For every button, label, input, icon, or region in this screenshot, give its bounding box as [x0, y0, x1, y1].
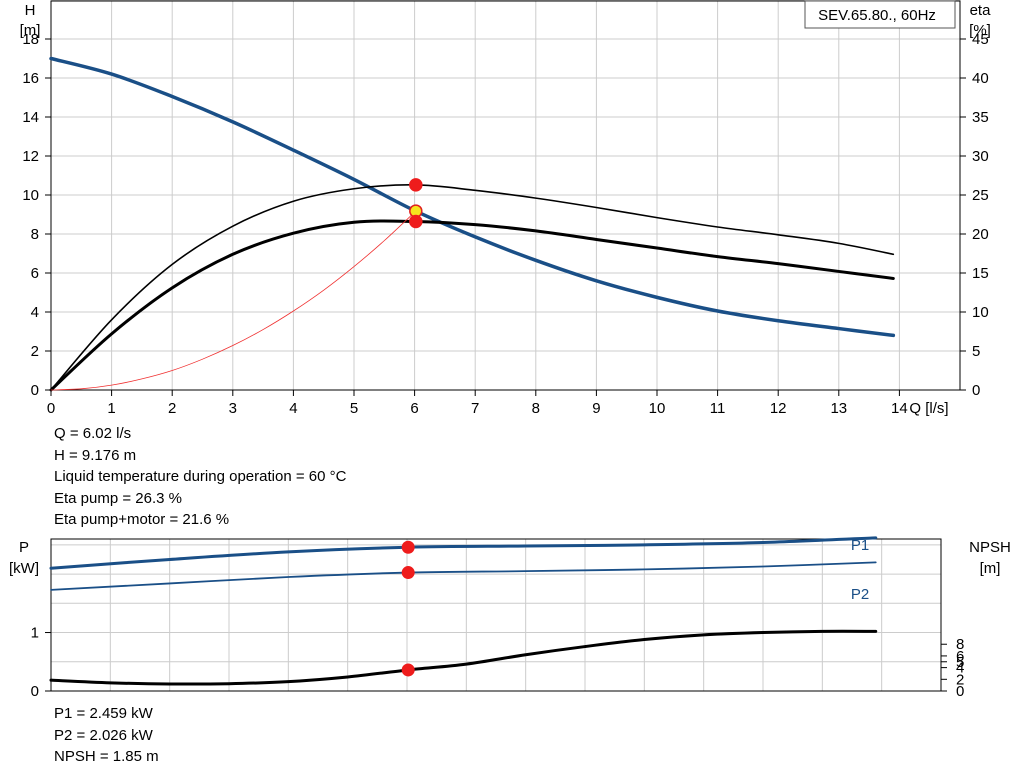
y-right-axis-unit: [%] [969, 22, 991, 39]
operating-point-marker [401, 663, 415, 677]
x-tick-label: 12 [770, 400, 787, 417]
y-left-tick-label: 12 [22, 148, 39, 165]
operating-point-readout: Q = 6.02 l/s H = 9.176 m Liquid temperat… [54, 423, 346, 531]
y-left-axis-unit: [kW] [9, 560, 39, 577]
y-left-axis-label: H [25, 2, 36, 19]
y-left-tick-label: 0 [31, 382, 39, 399]
y-right-tick-label: 4 [956, 660, 964, 677]
legend-box [804, 0, 956, 29]
series-label-p2: P2 [851, 586, 869, 603]
y-left-tick-label: 16 [22, 70, 39, 87]
x-axis-label: Q [l/s] [909, 400, 948, 417]
y-right-tick-label: 2 [956, 671, 964, 688]
operating-point-marker [401, 566, 415, 580]
y-right-tick-label: 5 [972, 343, 980, 360]
series-line-2 [49, 629, 878, 686]
y-right-tick-label: 45 [972, 31, 989, 48]
y-right-tick-label: 8 [956, 636, 964, 653]
x-tick-label: 1 [107, 400, 115, 417]
y-left-tick-label: 8 [31, 226, 39, 243]
readout-eta-pump: Eta pump = 26.3 % [54, 489, 182, 507]
legend-box-label: SEV.65.80., 60Hz [818, 7, 936, 24]
readout-eta-pump-motor: Eta pump+motor = 21.6 % [54, 511, 230, 528]
power-readout: P1 = 2.459 kW P2 = 2.026 kW NPSH = 1.85 … [54, 703, 159, 768]
y-right-tick-label: 40 [972, 70, 989, 87]
y-right-axis-label: NPSH [969, 539, 1011, 556]
series-label-p1: P1 [851, 537, 869, 554]
series-line-0 [49, 56, 896, 338]
y-left-tick-label: 1 [31, 625, 39, 642]
operating-point-marker [401, 540, 415, 554]
series-line-3 [50, 210, 417, 391]
operating-point-marker [409, 178, 423, 192]
y-right-tick-label: 5 [956, 654, 964, 671]
y-right-tick-label: 0 [972, 382, 980, 399]
y-right-tick-label: 6 [956, 648, 964, 665]
x-tick-label: 5 [350, 400, 358, 417]
x-tick-label: 14 [891, 400, 908, 417]
readout-p2: P2 = 2.026 kW [54, 726, 153, 744]
y-left-tick-label: 18 [22, 31, 39, 48]
y-left-tick-label: 10 [22, 187, 39, 204]
x-tick-label: 6 [410, 400, 418, 417]
operating-point-marker [409, 214, 423, 229]
y-right-tick-label: 20 [972, 226, 989, 243]
y-left-tick-label: 2 [31, 343, 39, 360]
readout-p1: P1 = 2.459 kW [54, 705, 153, 722]
y-right-tick-label: 0 [956, 683, 964, 700]
head-efficiency-chart: 0 1 2 3 4 5 6 7 8 9 10 11 12 13 14 Q [l/s]0246810121416… [20, 0, 992, 417]
y-left-axis-unit: [m] [20, 22, 41, 39]
readout-liquid-temperature: Liquid temperature during operation = 60… [54, 468, 347, 485]
x-tick-label: 2 [168, 400, 176, 417]
x-tick-label: 9 [592, 400, 600, 417]
y-left-tick-label: 0 [31, 683, 39, 700]
y-left-tick-label: 14 [22, 109, 39, 126]
x-tick-label: 10 [649, 400, 666, 417]
y-right-tick-label: 10 [972, 304, 989, 321]
readout-q: Q = 6.02 l/s [54, 425, 132, 442]
x-tick-label: 3 [229, 400, 237, 417]
x-tick-label: 4 [289, 400, 297, 417]
readout-h: H = 9.176 m [54, 446, 137, 464]
series-line-1 [50, 184, 895, 391]
y-right-tick-label: 15 [972, 265, 989, 282]
series-line-1 [50, 561, 877, 591]
y-right-axis-unit: [m] [980, 560, 1001, 577]
y-left-tick-label: 6 [31, 265, 39, 282]
y-left-axis-label: P [19, 539, 29, 556]
y-right-tick-label: 25 [972, 187, 989, 204]
y-left-tick-label: 4 [31, 304, 39, 321]
x-tick-label: 0 [47, 400, 55, 417]
y-right-axis-label: eta [970, 2, 992, 19]
x-tick-label: 7 [471, 400, 479, 417]
readout-npsh: NPSH = 1.85 m [54, 748, 159, 765]
series-line-0 [49, 536, 878, 570]
x-tick-label: 11 [710, 400, 726, 417]
plot-frame [50, 538, 942, 692]
x-tick-label: 13 [830, 400, 847, 417]
series-line-2 [49, 219, 895, 392]
x-tick-label: 8 [532, 400, 540, 417]
y-right-tick-label: 35 [972, 109, 989, 126]
y-right-tick-label: 30 [972, 148, 989, 165]
